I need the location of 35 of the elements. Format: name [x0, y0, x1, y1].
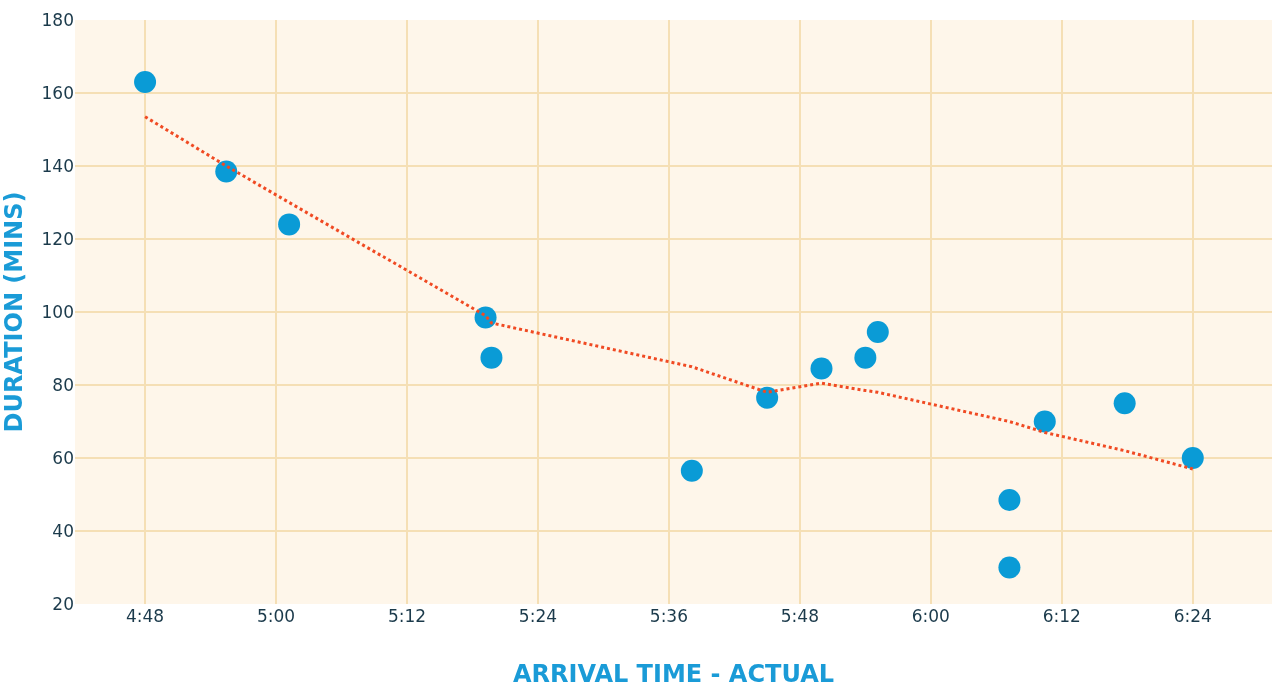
point — [998, 556, 1021, 579]
point — [134, 71, 157, 94]
x-tick-label: 5:36 — [649, 606, 689, 626]
point — [474, 306, 497, 329]
x-tick-label: 6:00 — [911, 606, 950, 626]
point — [998, 488, 1021, 511]
point — [756, 386, 779, 409]
x-tick-label: 5:12 — [387, 606, 427, 626]
y-tick-label: 80 — [52, 374, 74, 395]
y-tick-label: 60 — [52, 447, 74, 468]
y-tick-label: 40 — [52, 520, 74, 541]
y-tick-label: 160 — [41, 82, 74, 103]
x-tick-label: 5:24 — [518, 606, 558, 626]
point — [866, 321, 889, 344]
y-axis-title: DURATION (MINS) — [0, 191, 28, 433]
y-tick-label: 140 — [41, 155, 74, 176]
y-tick-label: 180 — [41, 9, 74, 30]
point — [215, 160, 238, 183]
point — [1033, 410, 1056, 433]
point — [680, 459, 703, 482]
x-tick-label: 6:12 — [1042, 606, 1081, 626]
x-tick-label: 4:48 — [125, 606, 165, 626]
point — [278, 213, 301, 236]
point — [1113, 392, 1136, 415]
point — [854, 346, 877, 369]
y-tick-label: 100 — [41, 301, 74, 322]
x-axis-title: ARRIVAL TIME - ACTUAL — [512, 660, 835, 688]
y-tick-label: 20 — [52, 593, 74, 614]
x-tick-label: 6:24 — [1173, 606, 1212, 626]
x-tick-label: 5:48 — [780, 606, 819, 626]
point — [1181, 447, 1204, 469]
point — [480, 346, 503, 369]
y-tick-label: 120 — [41, 228, 74, 249]
point — [810, 357, 833, 380]
x-tick-label: 5:00 — [256, 606, 296, 626]
